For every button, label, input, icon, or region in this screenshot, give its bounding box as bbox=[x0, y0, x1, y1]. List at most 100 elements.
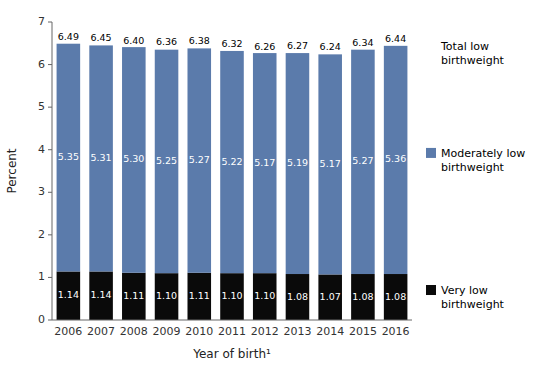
total-label: 6.27 bbox=[287, 40, 308, 51]
bar-segment bbox=[187, 48, 211, 272]
segment-label: 1.11 bbox=[189, 290, 210, 301]
y-tick-label: 5 bbox=[38, 100, 45, 113]
bar-segment bbox=[89, 45, 113, 271]
bar-segment bbox=[57, 271, 81, 320]
y-tick bbox=[48, 22, 52, 23]
total-label: 6.38 bbox=[189, 35, 210, 46]
bar-segment bbox=[187, 273, 211, 320]
background bbox=[0, 0, 560, 368]
y-axis: 0 1 2 3 4 5 6 7 bbox=[38, 15, 52, 326]
segment-label: 5.22 bbox=[221, 156, 242, 167]
y-axis-line bbox=[52, 22, 53, 320]
x-tick-label: 2011 bbox=[218, 325, 246, 338]
x-tick-label: 2008 bbox=[120, 325, 148, 338]
segment-label: 5.25 bbox=[156, 155, 177, 166]
segment-label: 5.27 bbox=[352, 155, 373, 166]
text-line: birthweight bbox=[441, 298, 505, 311]
bar-segment bbox=[384, 46, 408, 274]
text-line: birthweight bbox=[441, 54, 505, 67]
y-tick bbox=[48, 149, 52, 150]
x-tick-label: 2009 bbox=[153, 325, 181, 338]
bar-segment bbox=[286, 53, 310, 274]
text-line: birthweight bbox=[441, 161, 505, 174]
y-tick-label: 1 bbox=[38, 270, 45, 283]
segment-label: 5.19 bbox=[287, 157, 308, 168]
bar-segment bbox=[253, 273, 277, 320]
y-tick bbox=[48, 234, 52, 235]
chart: 012345671.141.141.111.101.111.101.101.08… bbox=[0, 0, 560, 368]
y-tick bbox=[48, 64, 52, 65]
x-tick-label: 2006 bbox=[54, 325, 82, 338]
text-line: Total low bbox=[440, 40, 489, 53]
x-axis: 2006 2007 2008 2009 2010 2011 2012 2013 2014 2015… bbox=[52, 320, 412, 338]
legend-entry: Moderately lowbirthweight bbox=[441, 147, 525, 174]
segment-label: 1.08 bbox=[385, 291, 406, 302]
segment-label: 5.36 bbox=[385, 153, 406, 164]
legend-swatch bbox=[426, 285, 436, 295]
bar-segment bbox=[253, 53, 277, 273]
segment-label: 5.35 bbox=[58, 151, 79, 162]
bar-segment bbox=[220, 273, 244, 320]
bar-segment bbox=[351, 50, 375, 274]
bar-segment bbox=[318, 274, 342, 320]
x-tick-label: 2013 bbox=[283, 325, 311, 338]
bar-segment bbox=[155, 50, 179, 273]
bar-segment bbox=[89, 271, 113, 320]
legend: Very lowbirthweightModerately lowbirthwe… bbox=[426, 40, 525, 311]
text-line: Moderately low bbox=[441, 147, 525, 160]
total-label: 6.40 bbox=[123, 35, 144, 46]
segment-label: 5.30 bbox=[123, 153, 144, 164]
bar-segment bbox=[122, 273, 146, 320]
data-labels: 1.141.141.111.101.111.101.101.081.071.08… bbox=[58, 31, 406, 302]
segment-label: 1.07 bbox=[320, 291, 341, 302]
segment-label: 5.31 bbox=[91, 152, 112, 163]
total-label: 6.45 bbox=[91, 32, 112, 43]
text-line: Very low bbox=[441, 284, 488, 297]
total-label: 6.26 bbox=[254, 41, 275, 52]
segment-label: 5.17 bbox=[320, 158, 341, 169]
total-label: 6.24 bbox=[320, 41, 341, 52]
total-label: 6.36 bbox=[156, 36, 177, 47]
x-tick-label: 2014 bbox=[316, 325, 344, 338]
bar-segment bbox=[122, 47, 146, 273]
bars bbox=[57, 44, 408, 320]
bar-segment bbox=[384, 274, 408, 320]
y-tick bbox=[48, 320, 52, 321]
segment-label: 1.14 bbox=[58, 289, 79, 300]
y-tick bbox=[48, 192, 52, 193]
y-tick-label: 6 bbox=[38, 58, 45, 71]
x-tick-label: 2015 bbox=[349, 325, 377, 338]
total-label: 6.34 bbox=[352, 37, 373, 48]
legend-swatch bbox=[426, 148, 436, 158]
y-axis-label: Percent bbox=[5, 148, 19, 193]
x-tick-label: 2007 bbox=[87, 325, 115, 338]
x-tick-label: 2010 bbox=[185, 325, 213, 338]
segment-label: 1.14 bbox=[91, 289, 112, 300]
y-tick-label: 7 bbox=[38, 15, 45, 28]
y-tick-label: 2 bbox=[38, 228, 45, 241]
legend-entry: Very lowbirthweight bbox=[441, 284, 505, 311]
y-tick-label: 4 bbox=[38, 143, 45, 156]
x-tick-label: 2016 bbox=[382, 325, 410, 338]
segment-label: 1.08 bbox=[287, 291, 308, 302]
segment-label: 1.08 bbox=[352, 291, 373, 302]
x-axis-label: Year of birth¹ bbox=[192, 347, 271, 361]
segment-label: 5.17 bbox=[254, 157, 275, 168]
total-label: 6.49 bbox=[58, 31, 79, 42]
bar-segment bbox=[286, 274, 310, 320]
bar-segment bbox=[57, 44, 81, 272]
bar-segment bbox=[318, 54, 342, 274]
x-axis-line bbox=[52, 320, 412, 321]
bar-segment bbox=[220, 51, 244, 273]
bar-segment bbox=[155, 273, 179, 320]
x-tick-label: 2012 bbox=[251, 325, 279, 338]
segment-label: 1.10 bbox=[156, 290, 177, 301]
bar-segment bbox=[351, 274, 375, 320]
total-label: 6.44 bbox=[385, 33, 406, 44]
total-label: 6.32 bbox=[221, 38, 242, 49]
segment-label: 1.10 bbox=[254, 290, 275, 301]
legend-entry: Total lowbirthweight bbox=[440, 40, 505, 67]
segment-label: 1.11 bbox=[123, 290, 144, 301]
y-tick-label: 3 bbox=[38, 185, 45, 198]
y-tick-label: 0 bbox=[38, 313, 45, 326]
